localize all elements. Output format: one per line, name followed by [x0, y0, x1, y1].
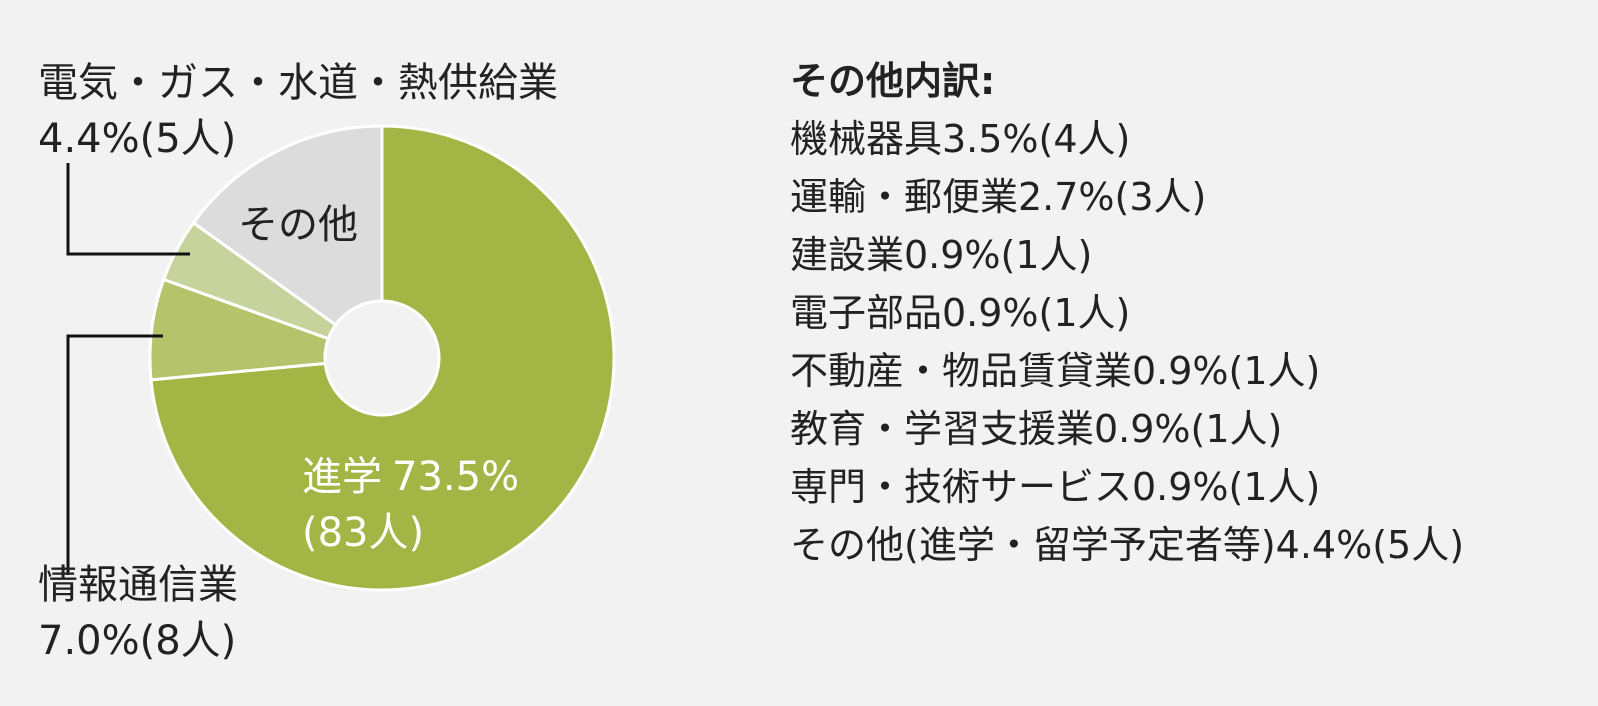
- breakdown-item: 専門・技術サービス0.9%(1人): [790, 465, 1321, 509]
- main-slice-label: 進学 73.5%: [302, 454, 519, 500]
- breakdown-item: その他(進学・留学予定者等)4.4%(5人): [790, 523, 1465, 567]
- breakdown-item: 不動産・物品賃貸業0.9%(1人): [790, 349, 1321, 393]
- pie-slice-0: [149, 124, 616, 592]
- breakdown-item: 電子部品0.9%(1人): [790, 291, 1131, 335]
- breakdown-item: 建設業0.9%(1人): [790, 233, 1093, 277]
- utility-label-name: 電気・ガス・水道・熱供給業: [38, 60, 558, 106]
- breakdown-item: 運輸・郵便業2.7%(3人): [790, 175, 1207, 219]
- it-label-name: 情報通信業: [38, 562, 238, 608]
- breakdown-list: 機械器具3.5%(4人) 運輸・郵便業2.7%(3人) 建設業0.9%(1人) 電子部…: [790, 110, 1590, 574]
- it-label-value: 7.0%(8人): [38, 618, 236, 664]
- chart-slices: [148, 124, 616, 592]
- breakdown-item: 機械器具3.5%(4人): [790, 117, 1131, 161]
- utility-label-value: 4.4%(5人): [38, 116, 236, 162]
- other-breakdown: その他内訳: 機械器具3.5%(4人) 運輸・郵便業2.7%(3人) 建設業0.9%…: [790, 52, 1590, 574]
- breakdown-item: 教育・学習支援業0.9%(1人): [790, 407, 1283, 451]
- donut-chart: その他 進学 73.5% (83人) 電気・ガス・水道・熱供給業 4.4%(5人)…: [38, 60, 616, 664]
- pie-slice-1: [148, 277, 331, 382]
- leader-line-utility: [66, 163, 190, 256]
- pie-slice-3: [191, 124, 384, 327]
- leader-line-it: [66, 334, 163, 575]
- breakdown-title: その他内訳:: [790, 59, 996, 103]
- main-slice-count: (83人): [302, 510, 424, 556]
- main-slice-value: 73.5%: [392, 454, 519, 500]
- main-slice-name: 進学: [302, 454, 382, 500]
- other-slice-label: その他: [238, 202, 358, 248]
